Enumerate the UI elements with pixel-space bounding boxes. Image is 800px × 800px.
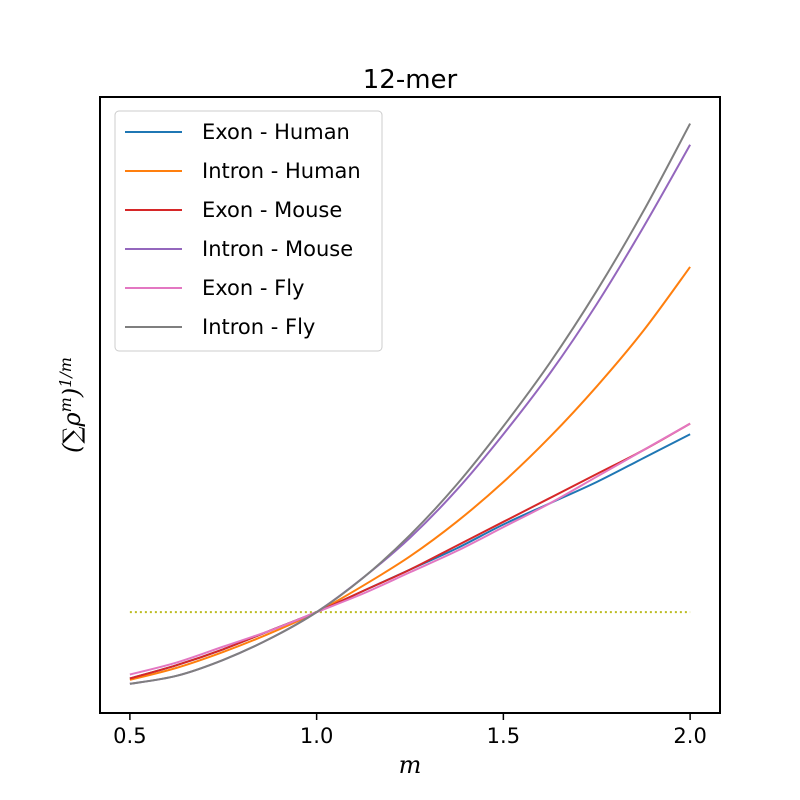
y-axis-label-close: ) [58, 388, 86, 398]
series-line-exon-fly [129, 422, 691, 676]
series-line-intron-fly [129, 123, 692, 685]
x-axis-ticks: 0.5 1.0 1.5 2.0 [113, 713, 707, 748]
legend-label: Exon - Fly [202, 276, 304, 300]
legend-label: Exon - Mouse [202, 198, 342, 222]
y-axis-label-main: (∑ρ [58, 412, 86, 453]
x-tick-label: 1.5 [487, 724, 520, 748]
y-axis-label-exponent-1m: 1/m [56, 357, 75, 388]
x-tick-label: 0.5 [113, 724, 146, 748]
y-axis-label: (∑ρm)1/m [56, 357, 86, 453]
y-axis-label-exponent-m: m [56, 397, 75, 412]
series-line-intron-human [129, 266, 691, 681]
legend: Exon - Human Intron - Human Exon - Mouse In… [114, 110, 383, 352]
x-axis-label: m [399, 751, 422, 779]
series-line-exon-mouse [129, 422, 691, 680]
chart-title: 12-mer [363, 65, 458, 95]
x-tick-label: 1.0 [300, 724, 333, 748]
legend-label: Intron - Mouse [202, 237, 353, 261]
plot-frame [99, 96, 721, 714]
legend-label: Exon - Human [202, 120, 350, 144]
x-tick-label: 2.0 [673, 724, 706, 748]
plot-area [129, 123, 692, 685]
legend-label: Intron - Fly [202, 315, 315, 339]
legend-label: Intron - Human [202, 159, 361, 183]
